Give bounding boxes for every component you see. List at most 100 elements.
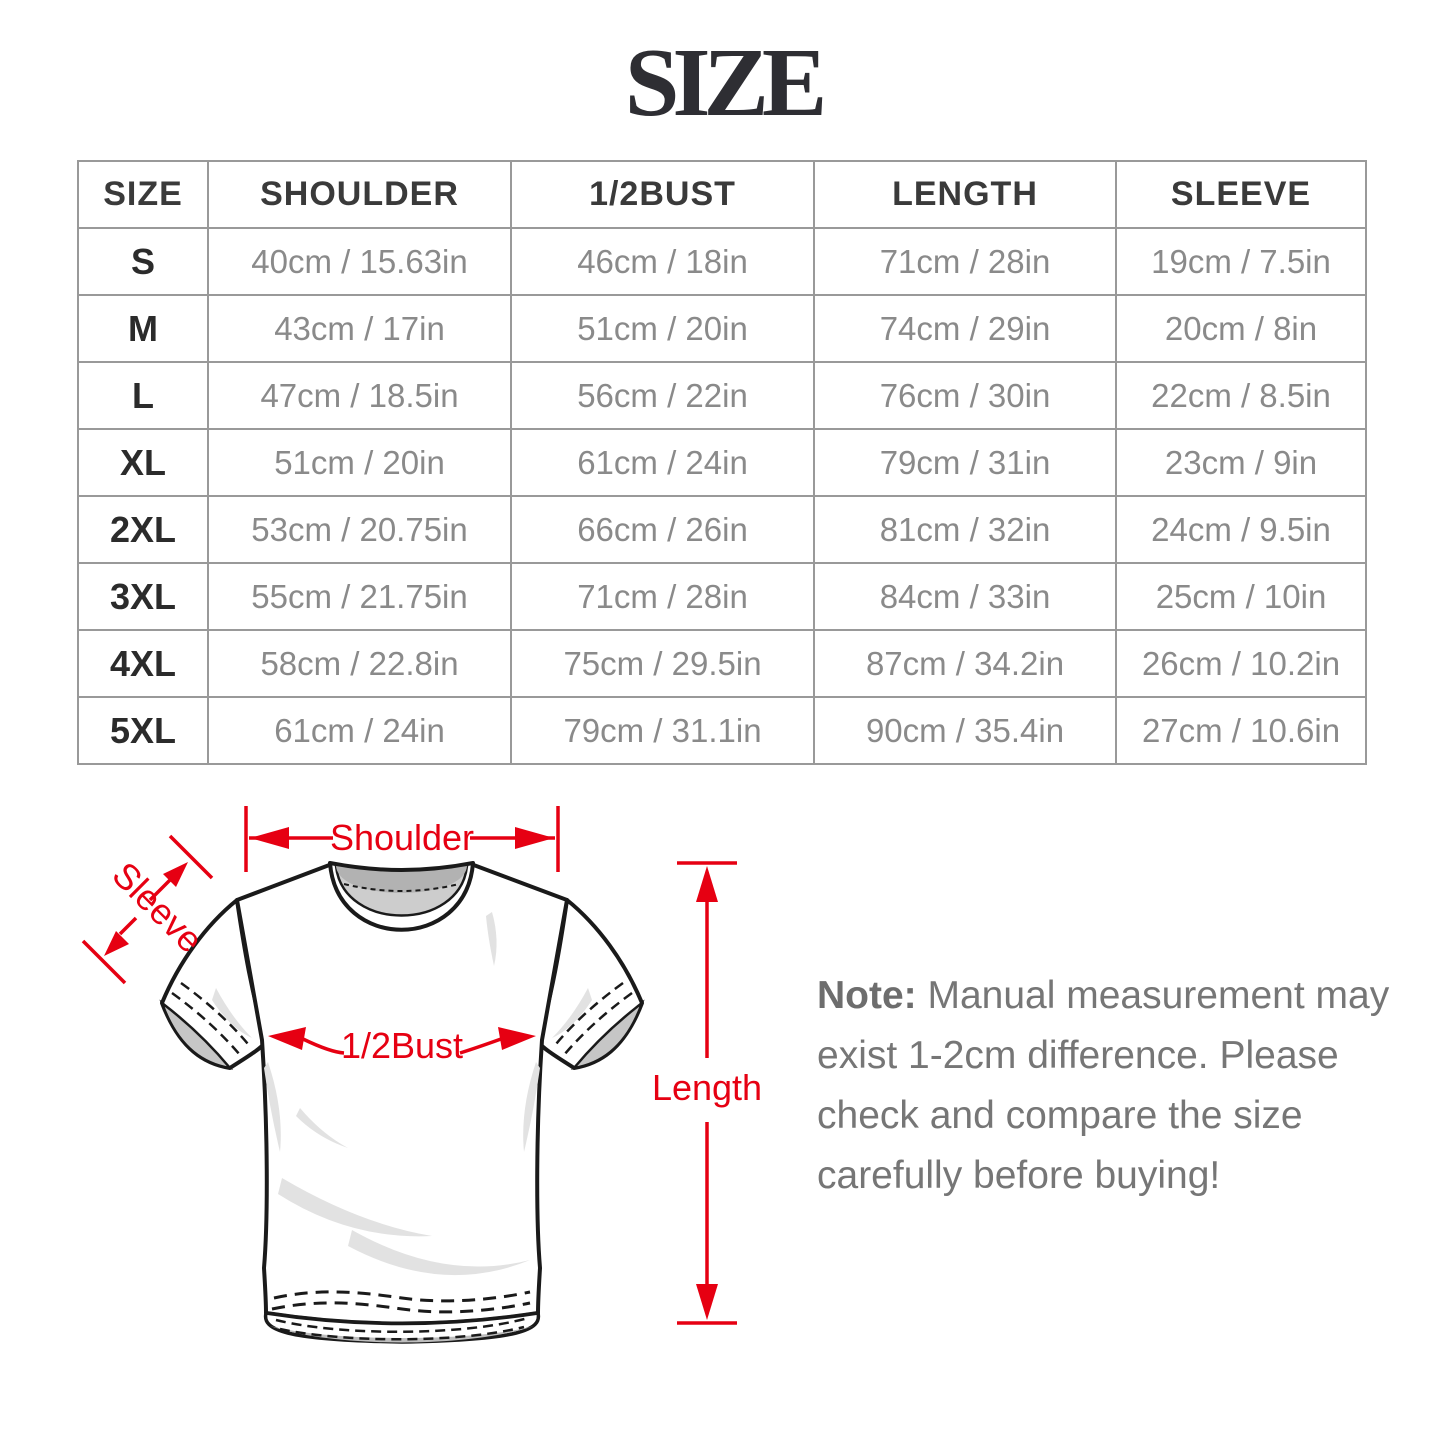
cell-length: 87cm / 34.2in: [813, 629, 1117, 698]
cell-length: 74cm / 29in: [813, 294, 1117, 363]
table-row-m: M 43cm / 17in 51cm / 20in 74cm / 29in 20…: [77, 294, 1367, 363]
cell-size: 2XL: [77, 495, 209, 564]
cell-sleeve: 22cm / 8.5in: [1115, 361, 1367, 430]
cell-bust: 51cm / 20in: [510, 294, 815, 363]
cell-shoulder: 43cm / 17in: [207, 294, 512, 363]
table-header-row: SIZE SHOULDER 1/2BUST LENGTH SLEEVE: [77, 160, 1367, 229]
note-line-4: carefully before buying!: [817, 1154, 1221, 1197]
table-row-l: L 47cm / 18.5in 56cm / 22in 76cm / 30in …: [77, 361, 1367, 430]
cell-length: 84cm / 33in: [813, 562, 1117, 631]
length-annotation: Length: [652, 861, 762, 1325]
shoulder-arrowhead-right: [515, 827, 554, 849]
bust-arrowhead-left: [268, 1027, 306, 1050]
cell-sleeve: 19cm / 7.5in: [1115, 227, 1367, 296]
cell-bust: 79cm / 31.1in: [510, 696, 815, 765]
cell-sleeve: 20cm / 8in: [1115, 294, 1367, 363]
cell-bust: 46cm / 18in: [510, 227, 815, 296]
cell-bust: 66cm / 26in: [510, 495, 815, 564]
table-row-4xl: 4XL 58cm / 22.8in 75cm / 29.5in 87cm / 3…: [77, 629, 1367, 698]
hem-band-inner: [270, 1326, 534, 1343]
collar-ribbing: [336, 866, 467, 893]
cell-bust: 56cm / 22in: [510, 361, 815, 430]
wrinkle: [486, 912, 497, 966]
sleeve-arrowhead-bottom: [104, 931, 129, 956]
cell-shoulder: 61cm / 24in: [207, 696, 512, 765]
bust-arrowhead-right: [498, 1027, 536, 1050]
note-text: Note: Manual measurement may exist 1-2cm…: [817, 966, 1407, 1206]
cell-shoulder: 58cm / 22.8in: [207, 629, 512, 698]
cell-size: M: [77, 294, 209, 363]
bust-arrow-line: [459, 1037, 502, 1055]
page-title: SIZE: [624, 29, 827, 137]
cell-bust: 75cm / 29.5in: [510, 629, 815, 698]
wrinkle: [348, 1230, 530, 1276]
note-line-2: exist 1-2cm difference. Please: [817, 1034, 1339, 1077]
tshirt-illustration: [159, 861, 645, 1344]
cell-size: S: [77, 227, 209, 296]
cell-size: 4XL: [77, 629, 209, 698]
cell-length: 79cm / 31in: [813, 428, 1117, 497]
wrinkle: [212, 988, 252, 1038]
cell-shoulder: 47cm / 18.5in: [207, 361, 512, 430]
note-line-3: check and compare the size: [817, 1094, 1303, 1137]
cell-shoulder: 53cm / 20.75in: [207, 495, 512, 564]
cell-sleeve: 27cm / 10.6in: [1115, 696, 1367, 765]
sleeve-bottom-tick: [81, 939, 127, 985]
bust-label: 1/2Bust: [341, 1025, 463, 1066]
bust-annotation: 1/2Bust: [268, 1025, 536, 1066]
hem-band: [263, 1311, 541, 1344]
header-size: SIZE: [77, 160, 209, 229]
sleeve-arrow-line: [118, 916, 138, 936]
note-line-1: Manual measurement may: [916, 974, 1390, 1017]
hem-band-stitching: [275, 1316, 529, 1334]
cell-size: L: [77, 361, 209, 430]
wrinkle: [552, 988, 592, 1038]
bust-arrow-line: [302, 1037, 345, 1055]
table-row-2xl: 2XL 53cm / 20.75in 66cm / 26in 81cm / 32…: [77, 495, 1367, 564]
cell-sleeve: 25cm / 10in: [1115, 562, 1367, 631]
wrinkle: [278, 1178, 432, 1237]
left-cuff-opening: [159, 999, 234, 1070]
length-arrowhead-top: [696, 866, 718, 902]
header-bust: 1/2BUST: [510, 160, 815, 229]
cell-bust: 71cm / 28in: [510, 562, 815, 631]
note-line: Note: Manual measurement may: [817, 966, 1407, 1026]
length-label: Length: [652, 1067, 762, 1108]
shoulder-label: Shoulder: [330, 817, 474, 858]
wrinkle: [296, 1108, 348, 1148]
measurement-annotations: Shoulder Sleeve: [81, 806, 762, 1325]
cell-length: 71cm / 28in: [813, 227, 1117, 296]
table-row-s: S 40cm / 15.63in 46cm / 18in 71cm / 28in…: [77, 227, 1367, 296]
header-sleeve: SLEEVE: [1115, 160, 1367, 229]
right-cuff-stitching: [555, 981, 624, 1045]
cell-sleeve: 24cm / 9.5in: [1115, 495, 1367, 564]
note-label: Note:: [817, 974, 917, 1017]
table-row-3xl: 3XL 55cm / 21.75in 71cm / 28in 84cm / 33…: [77, 562, 1367, 631]
header-length: LENGTH: [813, 160, 1117, 229]
left-cuff-stitching: [171, 991, 241, 1056]
cell-size: 3XL: [77, 562, 209, 631]
cell-size: 5XL: [77, 696, 209, 765]
cell-sleeve: 26cm / 10.2in: [1115, 629, 1367, 698]
cell-length: 76cm / 30in: [813, 361, 1117, 430]
cell-length: 81cm / 32in: [813, 495, 1117, 564]
header-shoulder: SHOULDER: [207, 160, 512, 229]
cell-shoulder: 55cm / 21.75in: [207, 562, 512, 631]
cell-bust: 61cm / 24in: [510, 428, 815, 497]
right-cuff-opening: [570, 999, 645, 1070]
cell-size: XL: [77, 428, 209, 497]
length-arrowhead-bottom: [696, 1284, 718, 1320]
size-table: SIZE SHOULDER 1/2BUST LENGTH SLEEVE S 40…: [77, 160, 1367, 765]
collar-ribbing-stitch: [343, 883, 460, 892]
cell-sleeve: 23cm / 9in: [1115, 428, 1367, 497]
shoulder-arrowhead-left: [250, 827, 289, 849]
table-row-5xl: 5XL 61cm / 24in 79cm / 31.1in 90cm / 35.…: [77, 696, 1367, 765]
sleeve-arrowhead-top: [163, 862, 188, 887]
cell-shoulder: 51cm / 20in: [207, 428, 512, 497]
left-cuff-stitching: [180, 981, 249, 1045]
right-cuff-stitching: [563, 991, 633, 1056]
cell-length: 90cm / 35.4in: [813, 696, 1117, 765]
table-row-xl: XL 51cm / 20in 61cm / 24in 79cm / 31in 2…: [77, 428, 1367, 497]
